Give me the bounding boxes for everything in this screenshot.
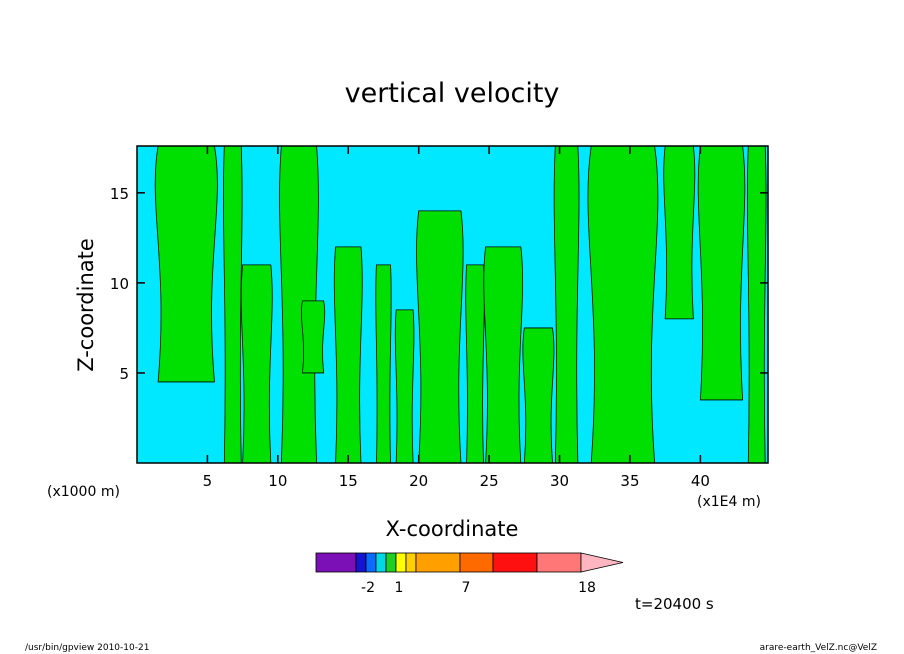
chart-title: vertical velocity: [345, 78, 560, 109]
time-label: t=20400 s: [635, 595, 714, 613]
y-tick-label: 5: [119, 365, 129, 383]
x-tick-label: 40: [691, 472, 710, 490]
y-axis-title: Z-coordinate: [74, 238, 98, 372]
x-tick-label: 15: [339, 472, 358, 490]
colorbar-swatch: [385, 552, 397, 573]
colorbar-swatch: [315, 552, 357, 573]
updraft-region-9: [465, 264, 485, 463]
colorbar-swatch: [395, 552, 407, 573]
updraft-region-1: [223, 146, 243, 463]
x-tick-label: 25: [480, 472, 499, 490]
updraft-region-2: [240, 264, 273, 463]
y-tick-label: 15: [110, 185, 129, 203]
x-tick-label: 10: [268, 472, 287, 490]
colorbar-swatch: [375, 552, 387, 573]
x-unit-right: (x1E4 m): [697, 494, 761, 510]
colorbar-tick-label: 7: [462, 580, 471, 596]
updraft-region-0: [154, 146, 218, 383]
colorbar-tick-label: 1: [395, 580, 404, 596]
footer-left: /usr/bin/gpview 2010-10-21: [25, 643, 149, 653]
colorbar-labels: -2 1 7 18: [361, 580, 596, 596]
updraft-region-14: [663, 146, 696, 320]
updraft-region-3: [279, 146, 319, 463]
x-tick-label: 30: [550, 472, 569, 490]
colorbar-swatch: [355, 552, 367, 573]
x-tick-label: 20: [409, 472, 428, 490]
colorbar-swatch: [459, 552, 494, 573]
updraft-region-7: [394, 309, 415, 463]
footer-right: arare-earth_VelZ.nc@VelZ: [760, 643, 877, 653]
y-tick-label: 10: [110, 275, 129, 293]
velocity-field: [154, 146, 767, 463]
colorbar-swatch: [415, 552, 461, 573]
plot-area: 5 10 15 20 25 30 35 40 5 10 15: [110, 145, 769, 490]
updraft-region-15: [697, 146, 746, 401]
x-tick-label: 35: [620, 472, 639, 490]
updraft-region-5: [333, 246, 363, 463]
updraft-region-10: [483, 246, 524, 463]
colorbar-swatch: [492, 552, 538, 573]
updraft-region-12: [553, 146, 580, 463]
updraft-region-11: [522, 327, 555, 463]
x-tick-label: 5: [203, 472, 213, 490]
colorbar-swatch: [405, 552, 417, 573]
colorbar-extend-arrow: [580, 552, 624, 573]
updraft-region-13: [587, 146, 659, 463]
colorbar: [315, 552, 624, 573]
x-axis-title: X-coordinate: [386, 517, 519, 541]
x-unit-left: (x1000 m): [47, 484, 120, 500]
updraft-region-16: [747, 146, 767, 463]
colorbar-swatch: [365, 552, 377, 573]
colorbar-tick-label: 18: [578, 580, 596, 596]
updraft-region-4: [301, 300, 326, 374]
colorbar-swatch: [536, 552, 582, 573]
colorbar-tick-label: -2: [361, 580, 375, 596]
updraft-region-6: [375, 264, 392, 463]
x-axis: 5 10 15 20 25 30 35 40: [203, 146, 710, 490]
y-axis: 5 10 15: [110, 185, 768, 383]
updraft-region-8: [416, 210, 464, 463]
plot-frame: [136, 145, 769, 464]
